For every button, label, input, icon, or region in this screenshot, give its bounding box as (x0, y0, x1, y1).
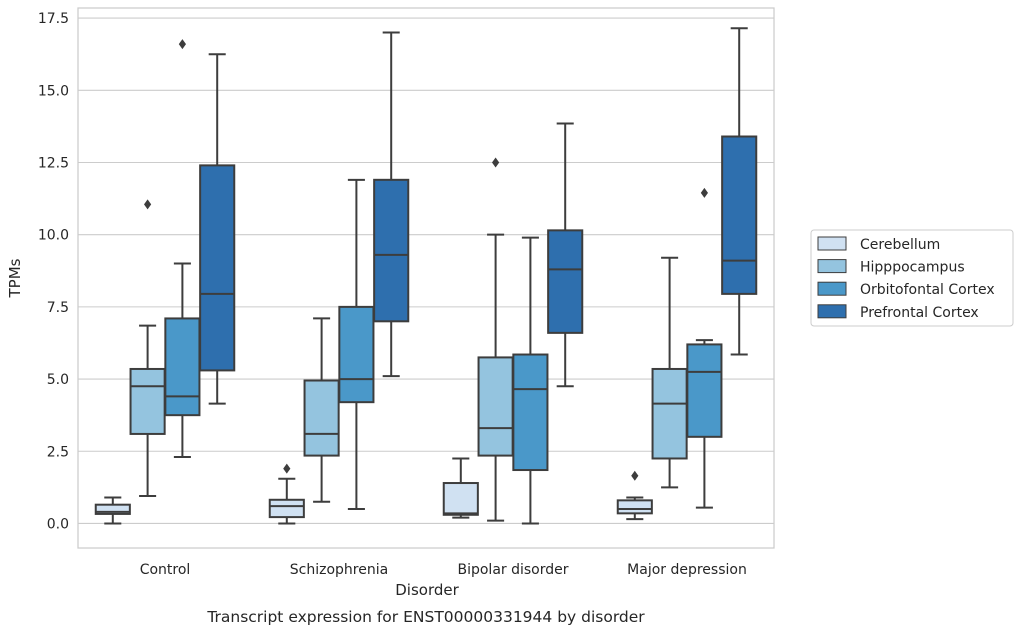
box-iqr (129, 367, 166, 435)
box-prefrontal-cortex (373, 31, 410, 378)
boxes-layer (94, 27, 758, 525)
plot-frame (77, 7, 775, 549)
box-cerebellum (616, 470, 653, 521)
box-iqr (94, 503, 131, 515)
outlier-point (178, 39, 186, 50)
y-tick-label: 7.5 (47, 300, 69, 316)
y-tick-label: 15.0 (38, 83, 69, 99)
x-tick-label: Control (140, 562, 191, 578)
box-cerebellum (94, 496, 131, 525)
legend: Cerebellum Hipppocampus Orbitofontal Corte… (810, 229, 1014, 327)
box-orbitofontal-cortex (686, 187, 723, 509)
box-orbitofontal-cortex (512, 236, 549, 525)
box-iqr (686, 343, 723, 438)
box-iqr (199, 164, 236, 372)
x-tick-label: Bipolar disorder (457, 562, 568, 578)
box-iqr (547, 229, 584, 334)
legend-label: Cerebellum (860, 237, 940, 253)
box-orbitofontal-cortex (164, 39, 201, 459)
x-tick-label: Major depression (627, 562, 747, 578)
legend-frame (810, 229, 1014, 327)
y-tick-label: 2.5 (47, 444, 69, 460)
outlier-point (492, 157, 500, 168)
outlier-point (631, 470, 639, 481)
outlier-point (283, 463, 291, 474)
box-hipppocampus (477, 157, 514, 522)
box-iqr (338, 305, 375, 404)
box-hipppocampus (651, 256, 688, 489)
box-hipppocampus (129, 199, 166, 498)
box-iqr (164, 317, 201, 417)
box-prefrontal-cortex (721, 27, 758, 356)
box-iqr (303, 379, 340, 457)
box-hipppocampus (303, 317, 340, 503)
legend-label: Hipppocampus (860, 260, 965, 276)
legend-swatch (817, 236, 847, 251)
box-iqr (268, 498, 305, 519)
legend-swatch (817, 281, 847, 296)
box-orbitofontal-cortex (338, 178, 375, 511)
y-axis-ticks: 0.0 2.5 5.0 7.5 10.0 12.5 15.0 17.5 (38, 11, 69, 532)
y-tick-label: 12.5 (38, 155, 69, 171)
y-tick-label: 10.0 (38, 228, 69, 244)
outlier-point (700, 187, 708, 198)
box-iqr (373, 178, 410, 323)
legend-swatch (817, 304, 847, 319)
y-tick-label: 0.0 (47, 516, 69, 532)
box-prefrontal-cortex (199, 53, 236, 405)
box-cerebellum (268, 463, 305, 525)
y-axis-label: TPMs (6, 258, 24, 298)
box-iqr (651, 367, 688, 460)
box-iqr (477, 356, 514, 457)
box-prefrontal-cortex (547, 122, 584, 388)
box-iqr (442, 482, 479, 516)
legend-label: Prefrontal Cortex (860, 305, 979, 321)
legend-label: Orbitofontal Cortex (860, 282, 995, 298)
box-iqr (512, 353, 549, 472)
x-tick-label: Schizophrenia (290, 562, 388, 578)
y-tick-label: 17.5 (38, 11, 69, 27)
y-tick-label: 5.0 (47, 372, 69, 388)
legend-swatch (817, 259, 847, 274)
chart-caption: Transcript expression for ENST0000033194… (206, 608, 645, 626)
outlier-point (144, 199, 152, 210)
box-iqr (616, 499, 653, 515)
box-cerebellum (442, 457, 479, 519)
x-axis-label: Disorder (395, 581, 459, 599)
x-axis-ticks: Control Schizophrenia Bipolar disorder Majo… (140, 562, 747, 578)
box-iqr (721, 135, 758, 295)
